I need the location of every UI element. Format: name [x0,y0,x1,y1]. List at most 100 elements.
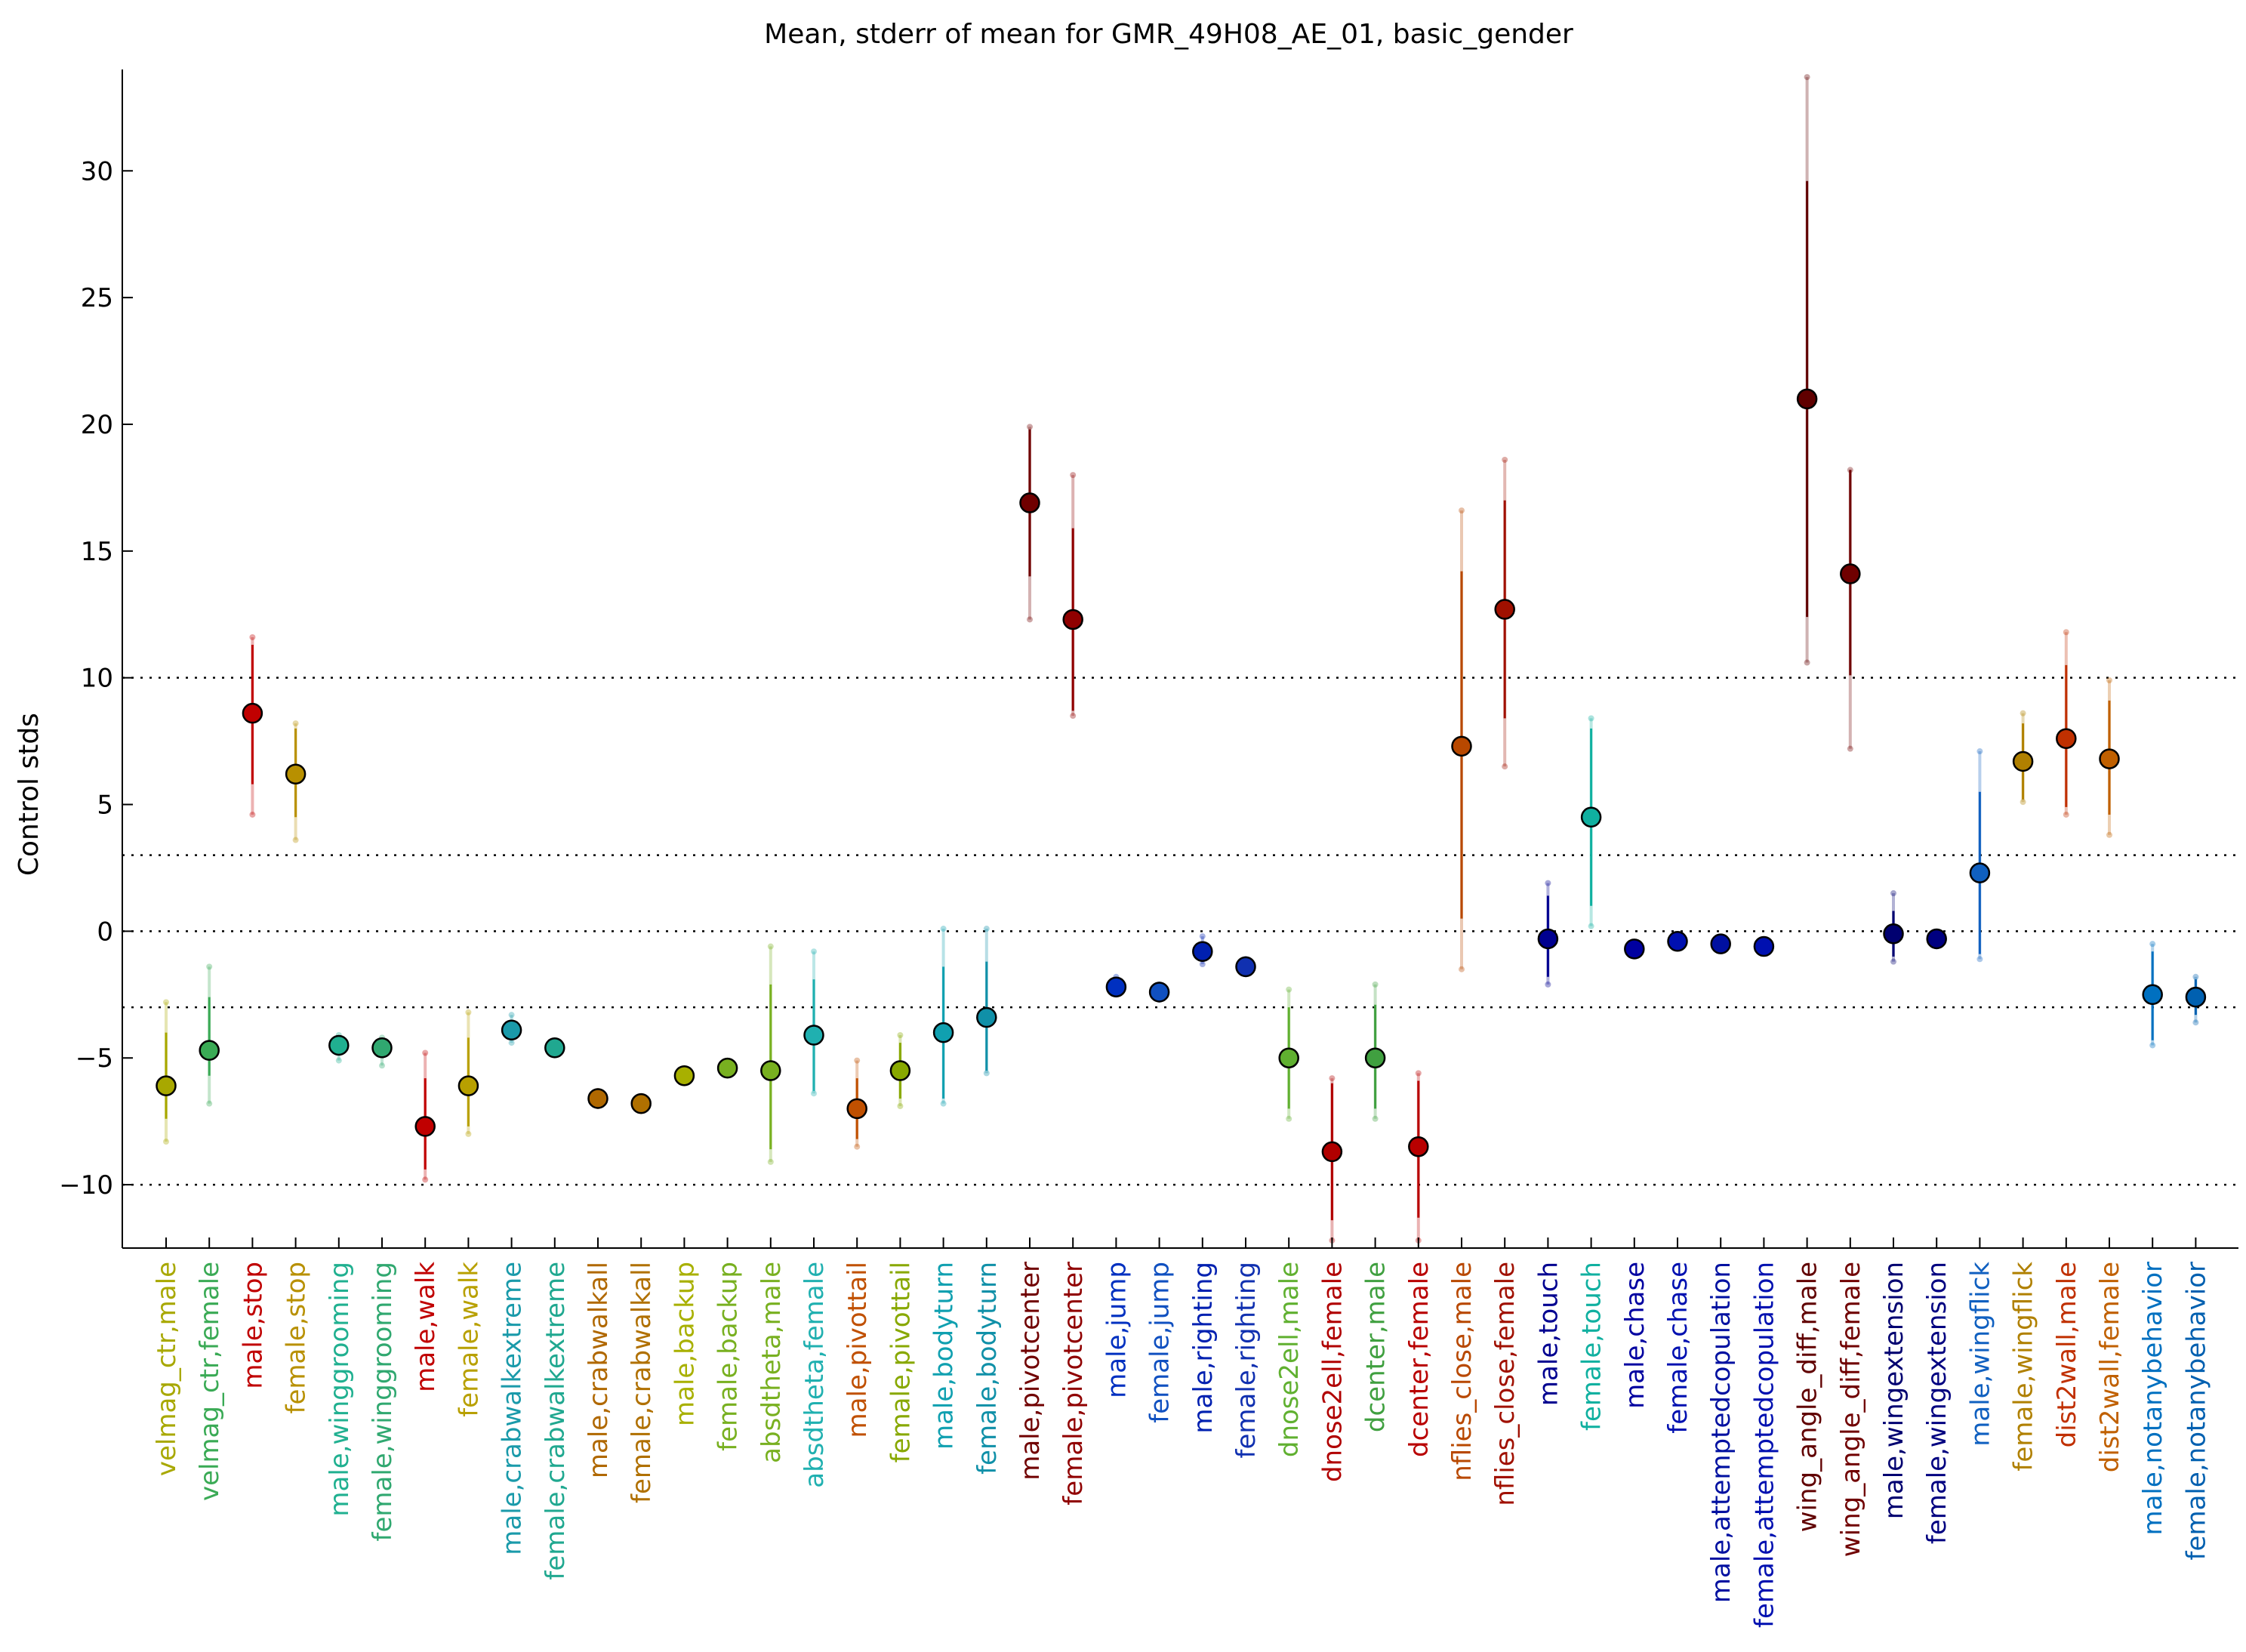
range-high-marker [508,1012,515,1019]
mean-marker [1235,956,1256,978]
category-label: female,jump [1145,1262,1175,1423]
range-low-marker [1588,923,1594,929]
range-high-marker [1890,890,1896,897]
category-label: velmag_ctr,male [152,1262,182,1476]
data-point-group [1753,935,1775,957]
category-label: male,touch [1533,1262,1564,1406]
category-label: female,stop [282,1262,312,1413]
range-low-marker [465,1130,472,1137]
mean-marker [328,1034,350,1056]
range-low-marker [379,1062,385,1069]
mean-marker [1278,1047,1299,1068]
category-label: male,righting [1188,1262,1219,1434]
range-low-marker [249,811,256,818]
range-low-marker [1070,713,1077,720]
data-point-group [1494,456,1515,770]
category-label: wing_angle_diff,male [1793,1262,1823,1532]
category-label: male,walk [411,1262,441,1392]
mean-marker [544,1037,565,1059]
y-tick-label: 10 [81,664,113,694]
range-high-marker [983,926,990,932]
category-label: male,crabwalkextreme [498,1262,528,1555]
mean-marker [1321,1141,1343,1163]
category-label: female,winggrooming [368,1262,398,1542]
category-label: male,wingextension [1879,1262,1909,1519]
range-high-marker [1976,748,1983,755]
y-tick-label: −5 [75,1043,113,1074]
category-label: female,righting [1231,1262,1262,1458]
range-high-marker [1199,933,1206,940]
category-label: male,bodyturn [929,1262,960,1450]
data-point-group [760,943,781,1165]
data-point-group [242,633,263,818]
data-point-group [976,926,997,1077]
category-label: dnose2ell,male [1274,1262,1305,1457]
range-high-marker [465,1009,472,1016]
category-label: nflies_close,male [1447,1262,1477,1481]
mean-marker [2142,984,2163,1006]
data-point-group [2099,677,2120,838]
data-point-group [630,1093,652,1114]
category-label: male,backup [670,1262,700,1426]
mean-marker [2185,986,2207,1008]
range-low-marker [1804,659,1810,666]
mean-marker [371,1037,393,1059]
data-points [156,74,2207,1244]
category-label: male,jump [1101,1262,1132,1398]
mean-marker [1624,938,1645,960]
range-low-marker [1502,763,1508,770]
range-low-marker [422,1176,429,1183]
range-high-marker [854,1057,861,1064]
mean-marker [1667,931,1688,952]
range-high-marker [1329,1075,1336,1082]
data-point-group [1019,424,1040,623]
data-point-group [1192,933,1213,968]
range-low-marker [1890,958,1896,965]
category-label: velmag_ctr,female [195,1262,225,1501]
category-label: female,attemptedcopulation [1749,1262,1779,1628]
data-point-group [2012,710,2034,806]
mean-marker [1883,923,1904,945]
category-label: female,chase [1663,1262,1693,1434]
x-axis-labels: velmag_ctr,male velmag_ctr,female male,sto… [152,1237,2211,1628]
mean-marker [2012,750,2034,772]
range-low-marker [1199,961,1206,968]
data-point-group [803,948,824,1097]
data-point-group [1105,973,1127,998]
range-low-marker [2192,1019,2199,1026]
category-label: male,wingflick [1965,1262,1995,1447]
range-high-marker [940,926,947,932]
data-point-group [1840,467,1861,752]
range-low-marker [2106,831,2112,838]
range-low-marker [163,1139,169,1145]
category-label: male,stop [238,1262,268,1389]
range-low-marker [2149,1042,2156,1049]
mean-marker [932,1022,954,1043]
category-label: female,bodyturn [972,1262,1003,1475]
mean-marker [2099,748,2120,769]
range-low-marker [206,1100,213,1107]
data-point-group [1321,1075,1343,1244]
category-label: female,wingextension [1922,1262,1952,1544]
category-label: female,walk [454,1262,484,1417]
mean-marker [458,1075,479,1096]
data-point-group [846,1057,867,1150]
y-tick-label: 5 [97,791,113,821]
mean-marker [1105,976,1127,997]
range-low-marker [1459,966,1465,972]
range-high-marker [206,963,213,970]
data-point-group [1148,981,1170,1003]
category-label: female,backup [713,1262,744,1451]
data-point-group [2056,629,2077,818]
mean-marker [1537,928,1559,950]
range-high-marker [292,720,299,727]
category-label: male,crabwalkall [584,1262,614,1478]
range-high-marker [767,943,774,950]
range-high-marker [1415,1070,1422,1077]
range-high-marker [2149,941,2156,948]
category-label: female,crabwalkextreme [541,1262,571,1580]
y-tick-label: 15 [81,537,113,567]
data-point-group [156,999,177,1145]
category-label: female,crabwalkall [627,1262,657,1503]
range-high-marker [1502,456,1508,463]
